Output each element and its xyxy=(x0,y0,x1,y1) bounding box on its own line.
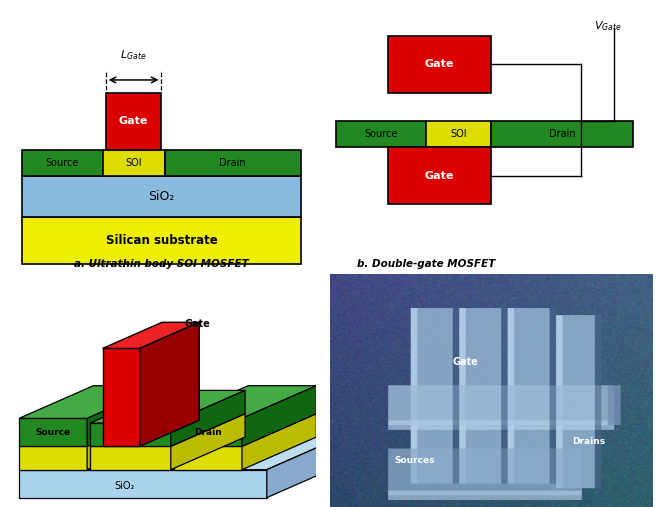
Polygon shape xyxy=(90,390,245,423)
Polygon shape xyxy=(90,414,245,446)
Polygon shape xyxy=(242,414,316,469)
Bar xyxy=(174,418,242,446)
Text: SiO₂: SiO₂ xyxy=(114,481,134,491)
Text: Source: Source xyxy=(364,129,398,139)
Text: Silican substrate: Silican substrate xyxy=(105,234,217,247)
Text: Drain: Drain xyxy=(194,428,222,437)
Text: Gate: Gate xyxy=(119,116,148,126)
Text: Gate: Gate xyxy=(185,319,211,329)
Bar xyxy=(22,150,103,175)
Bar xyxy=(19,446,87,469)
Text: Gate: Gate xyxy=(452,357,478,368)
Bar xyxy=(165,150,301,175)
Text: Drains: Drains xyxy=(572,437,605,446)
Bar xyxy=(103,150,165,175)
Polygon shape xyxy=(87,386,161,446)
Polygon shape xyxy=(242,386,316,446)
Text: SOI: SOI xyxy=(125,158,142,168)
Text: Drain: Drain xyxy=(219,158,246,168)
Bar xyxy=(336,121,426,147)
Text: Source: Source xyxy=(36,428,71,437)
Bar xyxy=(387,147,491,204)
Bar xyxy=(22,175,301,217)
Bar xyxy=(90,446,171,469)
Polygon shape xyxy=(103,322,199,348)
Text: $\mathit{V}_{Gate}$: $\mathit{V}_{Gate}$ xyxy=(594,19,622,32)
Polygon shape xyxy=(171,390,245,446)
Polygon shape xyxy=(171,414,245,469)
Bar xyxy=(22,217,301,264)
Text: Sources: Sources xyxy=(394,456,434,465)
Text: Source: Source xyxy=(45,158,79,168)
Polygon shape xyxy=(140,322,199,446)
Bar xyxy=(19,418,87,446)
Bar xyxy=(19,469,267,498)
Polygon shape xyxy=(19,421,378,469)
Bar xyxy=(387,36,491,93)
Text: $\mathit{L}_{Gate}$: $\mathit{L}_{Gate}$ xyxy=(121,48,147,62)
Bar xyxy=(103,348,140,446)
Bar xyxy=(491,121,633,147)
Polygon shape xyxy=(174,386,316,418)
Bar xyxy=(90,423,171,446)
Text: Drain: Drain xyxy=(549,129,575,139)
Bar xyxy=(105,93,161,150)
Bar xyxy=(174,446,242,469)
Text: SOI: SOI xyxy=(0,506,1,507)
Text: SiO₂: SiO₂ xyxy=(148,190,175,203)
Polygon shape xyxy=(267,421,378,498)
Text: a. Ultrathin body SOI MOSFET: a. Ultrathin body SOI MOSFET xyxy=(74,259,249,269)
Polygon shape xyxy=(174,414,316,446)
Text: Gate: Gate xyxy=(424,59,454,69)
Text: SOI: SOI xyxy=(450,129,467,139)
Polygon shape xyxy=(19,414,161,446)
Bar xyxy=(426,121,491,147)
Polygon shape xyxy=(19,386,161,418)
Text: Gate: Gate xyxy=(424,171,454,180)
Text: b. Double-gate MOSFET: b. Double-gate MOSFET xyxy=(357,259,496,269)
Polygon shape xyxy=(87,414,161,469)
